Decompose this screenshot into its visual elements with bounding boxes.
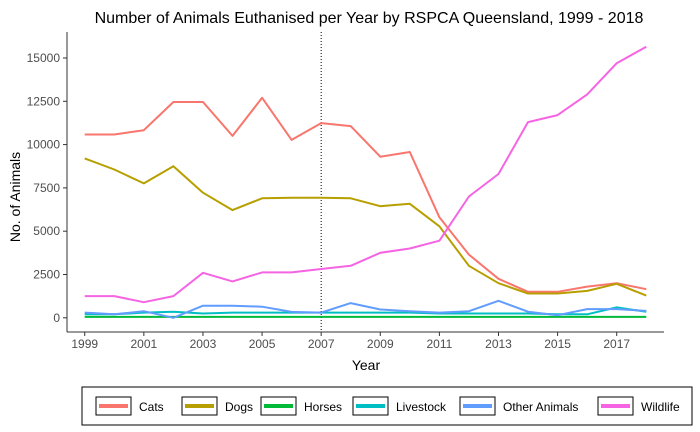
x-tick-label: 2009 xyxy=(367,337,394,351)
series-line-dogs xyxy=(84,157,647,297)
plot-area: 1999 2001 2003 2005 2007 2009 2011 2013 2015 2017… xyxy=(27,32,664,351)
legend-label-other-animals: Other Animals xyxy=(503,400,578,414)
series-line-cats xyxy=(84,96,647,293)
y-tick-label: 10000 xyxy=(27,138,61,152)
legend: Cats Dogs Horses Livestock Other Animals Wild… xyxy=(81,386,693,426)
legend-items: Cats Dogs Horses Livestock Other Animals Wild… xyxy=(95,396,680,416)
x-tick-label: 2011 xyxy=(426,337,452,351)
series-line-other-animals xyxy=(84,299,647,319)
x-axis-title: Year xyxy=(352,357,381,373)
x-tick-label: 2007 xyxy=(308,337,335,351)
y-tick-label: 2500 xyxy=(33,267,60,281)
series-line-wildlife xyxy=(84,45,647,304)
y-tick-label: 5000 xyxy=(33,224,60,238)
legend-label-cats: Cats xyxy=(139,400,164,414)
y-tick-label: 15000 xyxy=(27,51,61,65)
x-tick-label: 2005 xyxy=(249,337,276,351)
y-tick-label: 7500 xyxy=(33,181,60,195)
legend-label-dogs: Dogs xyxy=(225,400,253,414)
y-tick-label: 12500 xyxy=(27,94,61,108)
x-tick-label: 2003 xyxy=(190,337,217,351)
x-tick-label: 2001 xyxy=(130,337,157,351)
legend-label-wildlife: Wildlife xyxy=(641,400,680,414)
legend-label-livestock: Livestock xyxy=(396,400,447,414)
x-tick-label: 2013 xyxy=(485,337,512,351)
series-layer xyxy=(84,45,647,319)
x-tick-label: 2017 xyxy=(603,337,630,351)
x-tick-label: 1999 xyxy=(71,337,98,351)
y-axis-title: No. of Animals xyxy=(7,152,23,242)
chart-title: Number of Animals Euthanised per Year by… xyxy=(95,10,644,27)
legend-label-horses: Horses xyxy=(304,400,342,414)
x-tick-label: 2015 xyxy=(544,337,571,351)
tick-layer: 1999 2001 2003 2005 2007 2009 2011 2013 2015 2017… xyxy=(27,51,631,351)
y-tick-label: 0 xyxy=(53,311,60,325)
